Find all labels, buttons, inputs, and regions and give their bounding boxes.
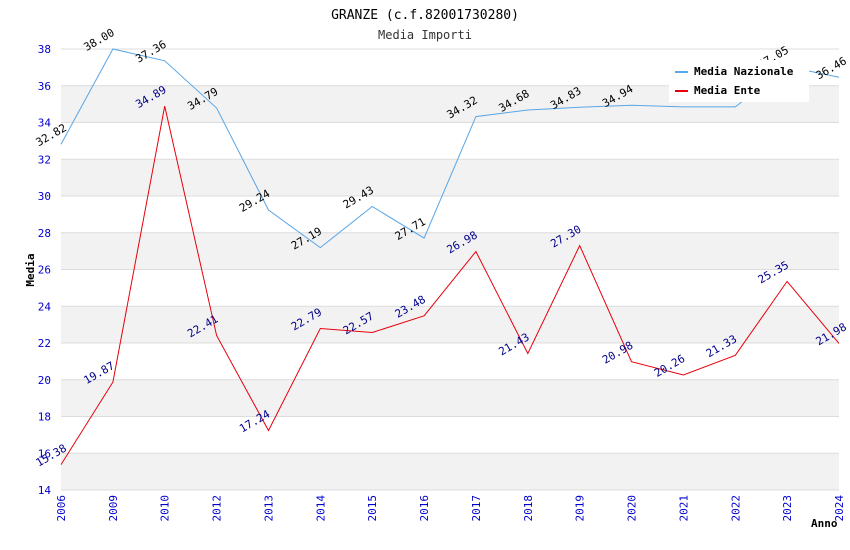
legend-label-media-ente: Media Ente xyxy=(694,84,761,97)
y-tick-label: 28 xyxy=(38,227,51,240)
y-tick-label: 14 xyxy=(38,484,52,497)
data-label: 36.46 xyxy=(814,54,849,82)
y-tick-label: 18 xyxy=(38,411,51,424)
x-tick-label: 2022 xyxy=(729,495,742,522)
y-tick-label: 30 xyxy=(38,190,51,203)
y-tick-label: 22 xyxy=(38,337,51,350)
legend-background xyxy=(669,60,809,102)
y-tick-label: 34 xyxy=(38,117,52,130)
y-tick-label: 20 xyxy=(38,374,51,387)
y-tick-label: 38 xyxy=(38,43,51,56)
x-tick-label: 2019 xyxy=(574,495,587,522)
series-lines xyxy=(60,48,840,465)
x-tick-label: 2016 xyxy=(418,495,431,522)
x-tick-label: 2012 xyxy=(211,495,224,522)
x-tick-label: 2014 xyxy=(314,495,327,522)
x-tick-label: 2020 xyxy=(626,495,639,522)
y-axis-ticks: 14 16 18 20 22 24 26 28 30 32 34 36 38 xyxy=(38,43,52,497)
data-label: 37.36 xyxy=(133,38,168,66)
x-tick-label: 2018 xyxy=(522,495,535,522)
x-tick-label: 2023 xyxy=(781,495,794,522)
x-tick-label: 2006 xyxy=(55,495,68,522)
series-line-media-ente xyxy=(60,105,840,465)
x-tick-label: 2009 xyxy=(107,495,120,522)
grid-band xyxy=(61,232,839,270)
x-axis-ticks: 2006 2009 2010 2012 2013 2014 2015 2016 2017 2018… xyxy=(55,495,846,522)
x-tick-label: 2021 xyxy=(677,495,690,522)
x-tick-label: 2015 xyxy=(366,495,379,522)
grid-band xyxy=(61,306,839,343)
series-line-media-nazionale xyxy=(60,48,840,249)
x-tick-label: 2024 xyxy=(833,495,846,522)
x-tick-label: 2010 xyxy=(159,495,172,522)
legend: Media Nazionale Media Ente xyxy=(669,60,809,102)
data-label: 20.26 xyxy=(652,352,687,380)
grid-band xyxy=(61,453,839,490)
x-tick-label: 2013 xyxy=(262,495,275,522)
y-tick-label: 24 xyxy=(38,300,52,313)
grid-band xyxy=(61,379,839,417)
y-tick-label: 16 xyxy=(38,447,51,460)
gridlines xyxy=(61,48,839,491)
legend-label-media-nazionale: Media Nazionale xyxy=(694,65,794,78)
chart-subtitle: Media Importi xyxy=(378,28,472,42)
x-tick-label: 2017 xyxy=(470,495,483,522)
x-axis-title: Anno xyxy=(811,517,838,530)
data-label: 38.00 xyxy=(82,26,117,54)
background-bands xyxy=(61,85,839,490)
y-axis-title: Media xyxy=(24,253,37,286)
y-tick-label: 36 xyxy=(38,80,51,93)
chart-title: GRANZE (c.f.82001730280) xyxy=(331,8,519,23)
y-tick-label: 26 xyxy=(38,264,51,277)
y-tick-label: 32 xyxy=(38,153,51,166)
